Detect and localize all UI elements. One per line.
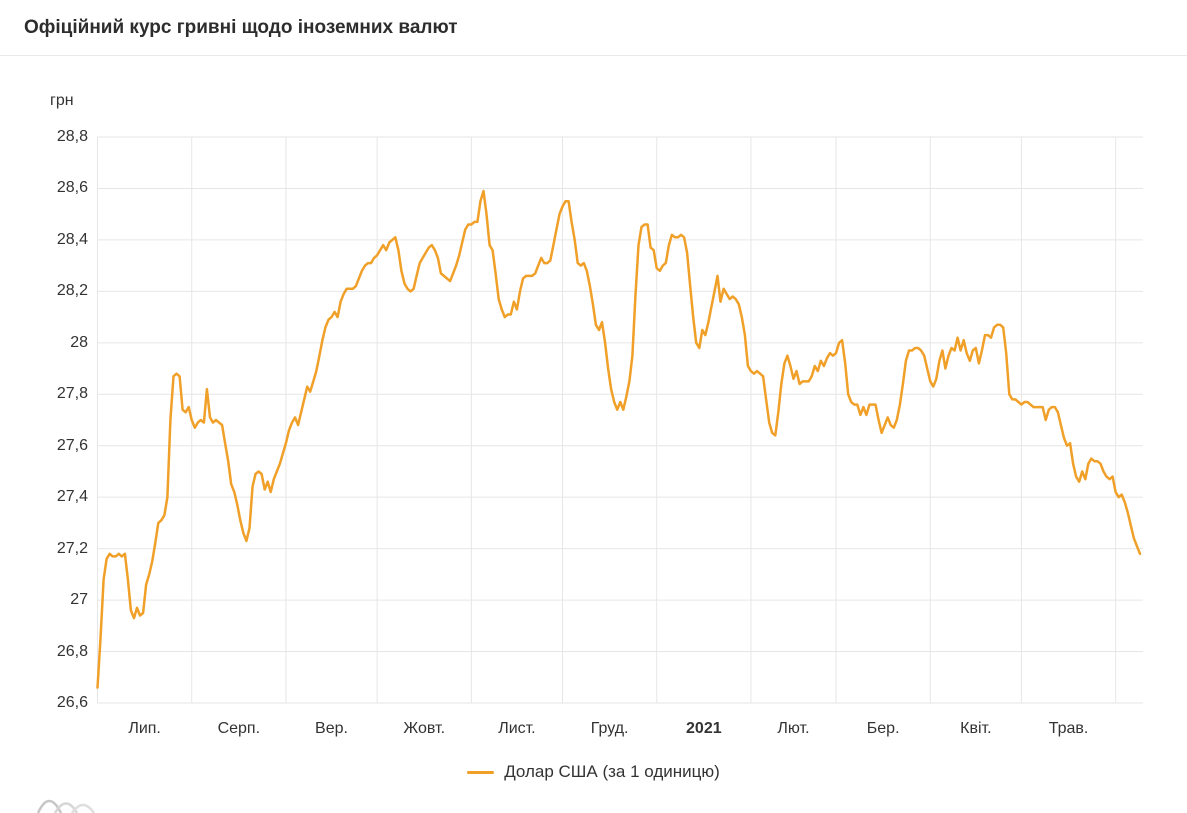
y-axis-tick-label: 26,8	[56, 642, 88, 660]
y-axis-tick-label: 27,6	[56, 436, 88, 454]
legend-line-swatch	[467, 770, 495, 774]
y-axis-tick-label: 28	[70, 333, 88, 351]
page-title: Офіційний курс гривні щодо іноземних вал…	[24, 16, 458, 38]
x-axis-label: Лют.	[777, 720, 810, 737]
y-axis-tick-label: 27	[70, 591, 88, 609]
x-axis-label: Жовт.	[403, 720, 446, 737]
chart-header: Офіційний курс гривні щодо іноземних вал…	[0, 0, 1187, 56]
x-axis-label: Вер.	[315, 720, 348, 737]
y-axis-tick-label: 27,4	[56, 488, 88, 506]
y-axis-tick-label: 28,4	[56, 230, 88, 248]
x-axis-label: Груд.	[590, 720, 629, 737]
legend-item-usd[interactable]: Долар США (за 1 одиницю)	[0, 762, 1187, 782]
x-axis-label: Бер.	[866, 720, 900, 737]
x-axis-label: Лист.	[498, 720, 536, 737]
y-axis-tick-label: 27,2	[56, 539, 88, 557]
watermark-logo	[36, 799, 96, 813]
y-axis-tick-label: 28,8	[56, 128, 88, 145]
x-axis-label: Серп.	[217, 720, 261, 737]
y-axis-unit-label: грн	[50, 92, 74, 109]
x-axis-label: Лип.	[128, 720, 161, 737]
y-axis-tick-label: 27,8	[56, 385, 88, 403]
vertical-gridlines	[97, 137, 1117, 703]
y-axis-tick-label: 28,6	[56, 179, 88, 197]
x-axis-label: 2021	[686, 720, 722, 737]
usd-series-line	[96, 189, 1142, 689]
y-axis-tick-label: 26,6	[56, 694, 88, 711]
x-axis-label: Трав.	[1048, 720, 1089, 737]
x-axis-label: Квіт.	[960, 720, 992, 737]
horizontal-gridlines	[97, 136, 1143, 704]
y-axis-tick-label: 28,2	[56, 282, 88, 300]
legend-label: Долар США (за 1 одиницю)	[504, 762, 720, 781]
